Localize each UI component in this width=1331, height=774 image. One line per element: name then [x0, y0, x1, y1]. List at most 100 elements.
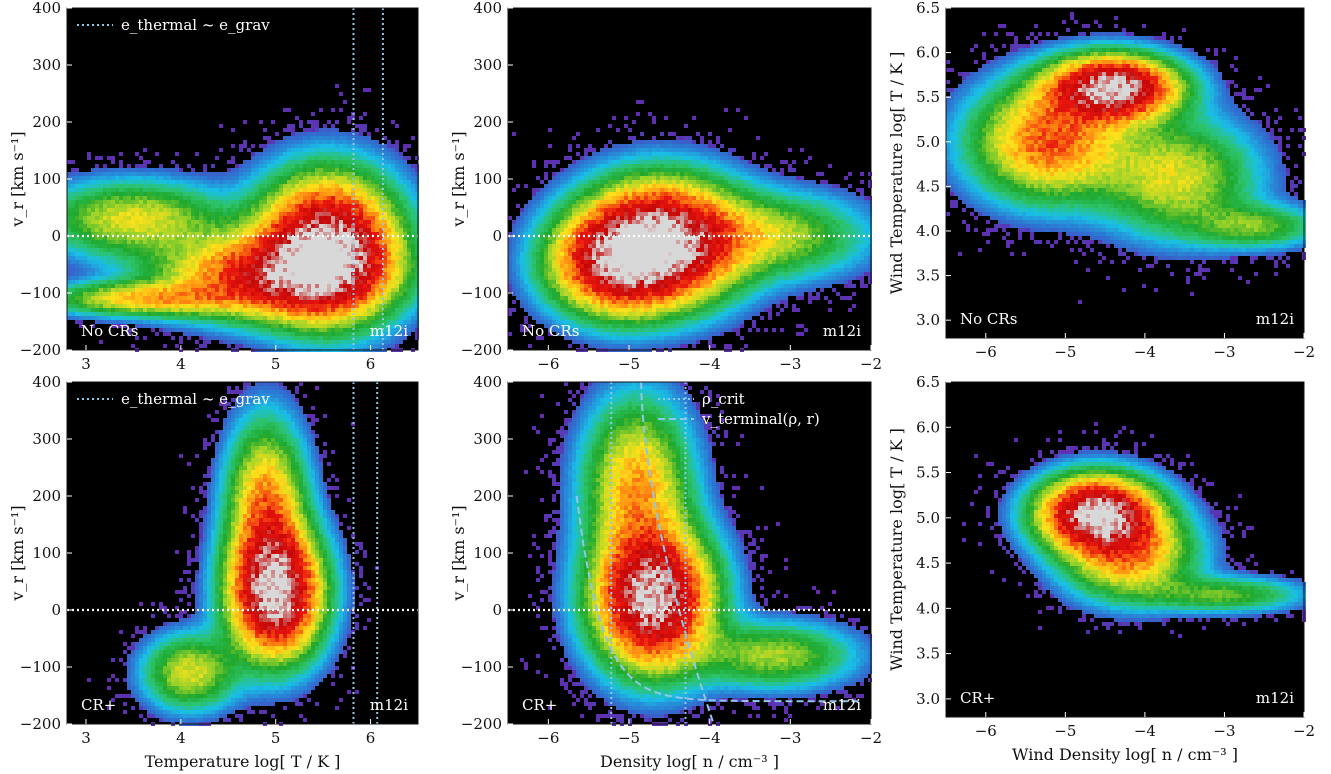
heatmap-cell: [171, 336, 175, 340]
heatmap-cell: [548, 320, 552, 324]
heatmap-cell: [115, 296, 119, 300]
heatmap-cell: [323, 212, 327, 216]
heatmap-cell: [379, 144, 383, 148]
heatmap-cell: [536, 264, 540, 268]
heatmap-cell: [83, 292, 87, 296]
heatmap-cell: [383, 180, 387, 184]
heatmap-cell: [375, 324, 379, 328]
heatmap-cell: [327, 296, 331, 300]
heatmap-cell: [311, 136, 315, 140]
heatmap-cell: [367, 328, 371, 332]
heatmap-cell: [211, 216, 215, 220]
heatmap-cell: [395, 156, 399, 160]
heatmap-cell: [127, 236, 131, 240]
heatmap-cell: [243, 244, 247, 248]
heatmap-cell: [115, 308, 119, 312]
heatmap-cell: [391, 308, 395, 312]
heatmap-cell: [572, 256, 576, 260]
heatmap-cell: [187, 184, 191, 188]
heatmap-cell: [91, 312, 95, 316]
heatmap-cell: [576, 268, 580, 272]
heatmap-cell: [151, 196, 155, 200]
heatmap-cell: [239, 324, 243, 328]
heatmap-cell: [199, 268, 203, 272]
heatmap-cell: [75, 220, 79, 224]
heatmap-cell: [335, 196, 339, 200]
heatmap-cell: [191, 208, 195, 212]
heatmap-cell: [87, 232, 91, 236]
heatmap-cell: [255, 236, 259, 240]
heatmap-cell: [231, 336, 235, 340]
heatmap-cell: [247, 196, 251, 200]
heatmap-cell: [67, 236, 71, 240]
heatmap-cell: [403, 280, 407, 284]
heatmap-cell: [359, 144, 363, 148]
heatmap-cell: [143, 212, 147, 216]
heatmap-cell: [151, 324, 155, 328]
heatmap-cell: [295, 308, 299, 312]
heatmap-cell: [199, 276, 203, 280]
heatmap-cell: [143, 220, 147, 224]
heatmap-cell: [307, 336, 311, 340]
heatmap-cell: [203, 180, 207, 184]
heatmap-cell: [199, 204, 203, 208]
heatmap-cell: [283, 300, 287, 304]
heatmap-cell: [327, 276, 331, 280]
heatmap-cell: [532, 224, 536, 228]
heatmap-cell: [379, 260, 383, 264]
heatmap-cell: [107, 292, 111, 296]
heatmap-cell: [231, 304, 235, 308]
heatmap-cell: [247, 180, 251, 184]
heatmap-cell: [315, 240, 319, 244]
heatmap-cell: [135, 200, 139, 204]
heatmap-cell: [171, 284, 175, 288]
heatmap-cell: [311, 240, 315, 244]
heatmap-cell: [399, 336, 403, 340]
heatmap-cell: [243, 328, 247, 332]
heatmap-cell: [235, 324, 239, 328]
heatmap-cell: [584, 168, 588, 172]
heatmap-cell: [211, 260, 215, 264]
heatmap-cell: [119, 256, 123, 260]
heatmap-cell: [564, 252, 568, 256]
heatmap-cell: [407, 228, 411, 232]
heatmap-cell: [568, 172, 572, 176]
heatmap-cell: [95, 204, 99, 208]
heatmap-cell: [584, 188, 588, 192]
heatmap-cell: [119, 308, 123, 312]
heatmap-cell: [299, 160, 303, 164]
heatmap-cell: [215, 248, 219, 252]
heatmap-cell: [347, 256, 351, 260]
heatmap-cell: [576, 296, 580, 300]
heatmap-cell: [283, 292, 287, 296]
heatmap-cell: [516, 240, 520, 244]
heatmap-cell: [359, 296, 363, 300]
heatmap-cell: [299, 148, 303, 152]
heatmap-cell: [235, 320, 239, 324]
heatmap-cell: [375, 144, 379, 148]
heatmap-cell: [327, 172, 331, 176]
heatmap-cell: [163, 332, 167, 336]
heatmap-cell: [379, 224, 383, 228]
heatmap-cell: [407, 180, 411, 184]
heatmap-cell: [239, 312, 243, 316]
heatmap-cell: [219, 304, 223, 308]
heatmap-cell: [327, 136, 331, 140]
heatmap-cell: [572, 308, 576, 312]
heatmap-cell: [115, 168, 119, 172]
heatmap-cell: [143, 164, 147, 168]
heatmap-cell: [580, 208, 584, 212]
heatmap-cell: [215, 276, 219, 280]
heatmap-cell: [147, 276, 151, 280]
heatmap-cell: [383, 340, 387, 344]
heatmap-cell: [283, 184, 287, 188]
heatmap-cell: [243, 236, 247, 240]
heatmap-cell: [528, 208, 532, 212]
heatmap-cell: [275, 232, 279, 236]
heatmap-cell: [323, 336, 327, 340]
heatmap-cell: [215, 200, 219, 204]
heatmap-cell: [347, 316, 351, 320]
heatmap-cell: [111, 276, 115, 280]
heatmap-cell: [303, 176, 307, 180]
heatmap-cell: [387, 160, 391, 164]
